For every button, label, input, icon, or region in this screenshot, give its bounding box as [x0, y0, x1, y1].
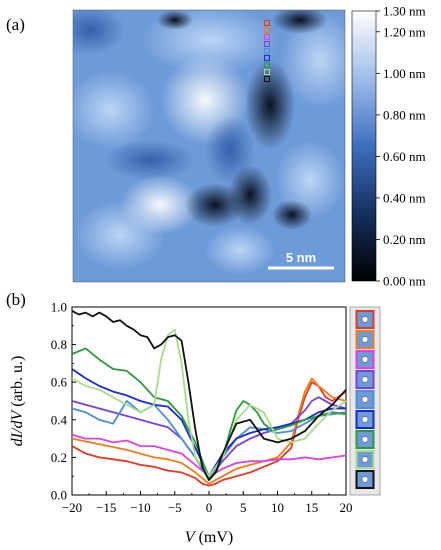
x-tick-label: 10 [271, 500, 284, 515]
y-tick-label: 0.6 [51, 375, 68, 390]
legend-marker-9 [361, 476, 369, 483]
legend-marker-3 [361, 356, 369, 363]
legend-marker-7 [361, 436, 369, 443]
colorbar-tick-label: 1.00 nm [383, 66, 426, 81]
colorbar-tick-label: 1.30 nm [383, 4, 426, 19]
x-tick-label: −5 [168, 500, 182, 515]
x-tick-label: −20 [62, 500, 82, 515]
y-axis-unit: (arb. u.) [9, 356, 26, 407]
legend-marker-1 [361, 316, 369, 323]
x-axis-unit: (mV) [199, 529, 234, 546]
x-tick-label: 15 [305, 500, 318, 515]
legend-marker-2 [361, 336, 369, 343]
panel-b-label: (b) [6, 290, 26, 309]
y-axis-variable: dI/dV [9, 409, 26, 447]
colorbar-tick-label: 0.80 nm [383, 107, 426, 122]
panel-a-label: (a) [6, 15, 25, 34]
x-tick-label: 5 [240, 500, 247, 515]
y-axis-label: dI/dV (arb. u.) [9, 356, 26, 447]
colorbar: 1.30 nm 1.20 nm 1.00 nm 0.80 nm 0.60 nm 0.40 … [351, 4, 426, 289]
colorbar-tick-label: 0.40 nm [383, 190, 426, 205]
dIdV-chart: −20 −15 −10 −5 0 5 10 15 20 0.0 0.2 0.4 0.6 0.8 1.0 dI… [9, 300, 353, 547]
series-line-1 [71, 381, 347, 487]
legend-marker-4 [361, 376, 369, 383]
colorbar-tick-label: 0.00 nm [383, 274, 426, 289]
scale-bar: 5 nm [268, 250, 334, 270]
stm-topography-image [73, 10, 345, 282]
x-tick-label: −15 [96, 500, 116, 515]
y-tick-label: 1.0 [51, 300, 67, 315]
spectra-location-markers [264, 20, 270, 82]
y-tick-label: 0.8 [51, 337, 67, 352]
x-axis-variable: V [185, 529, 197, 546]
colorbar-tick-label: 0.60 nm [383, 149, 426, 164]
scale-bar-label: 5 nm [286, 250, 316, 265]
legend [349, 306, 381, 496]
x-tick-label: 20 [340, 500, 353, 515]
series-line-8 [71, 328, 347, 478]
x-axis-label: V (mV) [185, 529, 233, 546]
legend-marker-5 [361, 396, 369, 403]
legend-marker-6 [361, 416, 369, 423]
x-tick-label: −10 [130, 500, 150, 515]
series-line-9 [71, 310, 347, 481]
series-line-2 [71, 377, 347, 485]
x-tick-label: 0 [206, 500, 213, 515]
y-tick-label: 0.2 [51, 450, 67, 465]
legend-marker-8 [361, 456, 369, 463]
plot-frame [71, 306, 347, 496]
y-tick-label: 0.0 [51, 488, 67, 503]
colorbar-tick-label: 1.20 nm [383, 24, 426, 39]
series-line-3 [71, 433, 347, 478]
colorbar-tick-label: 0.20 nm [383, 232, 426, 247]
y-tick-label: 0.4 [51, 412, 68, 427]
